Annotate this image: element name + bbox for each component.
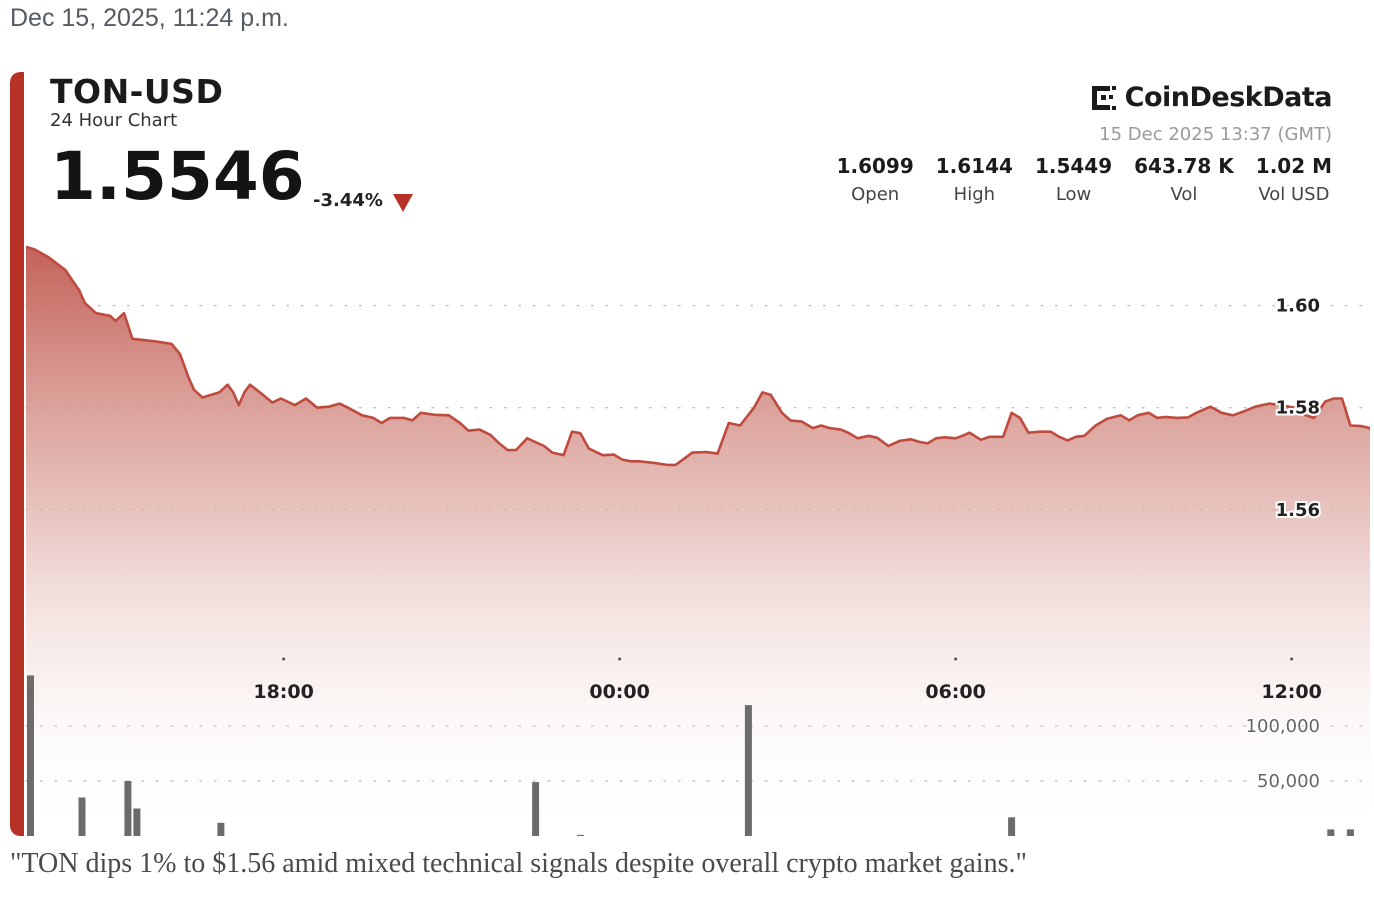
stat-value: 1.5449: [1034, 154, 1113, 178]
article-timestamp: Dec 15, 2025, 11:24 p.m.: [10, 4, 289, 32]
stat-vol-usd: 1.02 M Vol USD: [1234, 154, 1332, 205]
stat-vol: 643.78 K Vol: [1112, 154, 1234, 205]
volume-bars: [26, 675, 1354, 836]
price-tick-label: 1.56: [1276, 500, 1320, 521]
chart-subtitle: 24 Hour Chart: [50, 110, 178, 131]
volume-bar: [217, 822, 225, 836]
accent-bar: [10, 72, 24, 836]
volume-bar: [124, 781, 132, 836]
x-tick-mark: [954, 657, 958, 661]
volume-bar: [78, 797, 86, 836]
current-price: 1.5546: [50, 138, 305, 215]
volume-bar: [532, 782, 540, 836]
stat-value: 1.6144: [935, 154, 1013, 178]
x-tick-label: 00:00: [589, 681, 649, 703]
stat-value: 1.02 M: [1255, 154, 1332, 178]
x-tick-mark: [1290, 657, 1294, 661]
stat-label: Open: [851, 184, 900, 205]
x-tick-mark: [618, 657, 622, 661]
ticker-symbol: TON-USD: [50, 72, 224, 111]
brand-name: CoinDeskData: [1124, 82, 1333, 113]
article-caption: "TON dips 1% to $1.56 amid mixed technic…: [10, 848, 1027, 879]
volume-bar: [1346, 829, 1354, 836]
price-change-percent: -3.44%: [313, 190, 383, 211]
x-tick-label: 18:00: [253, 681, 313, 703]
coindesk-logo-icon: [1091, 85, 1116, 110]
volume-bar: [1008, 817, 1016, 836]
stat-label: High: [953, 184, 996, 205]
price-stats: 1.6099 Open 1.6144 High 1.5449 Low 643.7…: [815, 154, 1332, 205]
volume-tick-label: 100,000: [1246, 716, 1320, 737]
volume-bar: [576, 834, 584, 836]
x-tick-label: 06:00: [925, 681, 985, 703]
stat-label: Vol: [1170, 184, 1198, 205]
volume-tick-label: 50,000: [1257, 771, 1320, 792]
price-chart-card: 1.60 1.58 1.56 100,000 50,000 18:00 00:00 06:00…: [10, 72, 1370, 836]
price-tick-label: 1.60: [1276, 296, 1320, 317]
price-area-fill: [26, 246, 1370, 836]
volume-bar: [26, 675, 34, 836]
price-volume-chart: 1.60 1.58 1.56 100,000 50,000 18:00 00:00 06:00…: [25, 245, 1370, 836]
stat-high: 1.6144 High: [914, 154, 1013, 205]
x-tick-mark: [282, 657, 286, 661]
stat-label: Low: [1055, 184, 1092, 205]
volume-bar: [744, 705, 752, 836]
stat-value: 643.78 K: [1134, 154, 1234, 178]
stat-low: 1.5449 Low: [1013, 154, 1112, 205]
stat-value: 1.6099: [836, 154, 914, 178]
stat-label: Vol USD: [1258, 184, 1330, 205]
x-tick-label: 12:00: [1261, 681, 1321, 703]
volume-bar: [133, 808, 141, 836]
coindesk-brand: CoinDeskData: [1089, 82, 1333, 113]
data-datetime: 15 Dec 2025 13:37 (GMT): [1099, 124, 1332, 145]
stat-open: 1.6099 Open: [815, 154, 914, 205]
down-arrow-icon: [393, 194, 413, 212]
volume-bar: [1327, 829, 1335, 836]
axis-labels: 1.60 1.58 1.56 100,000 50,000 18:00 00:00 06:00…: [253, 294, 1322, 794]
price-tick-label: 1.58: [1276, 398, 1320, 419]
price-line: [25, 245, 1370, 467]
